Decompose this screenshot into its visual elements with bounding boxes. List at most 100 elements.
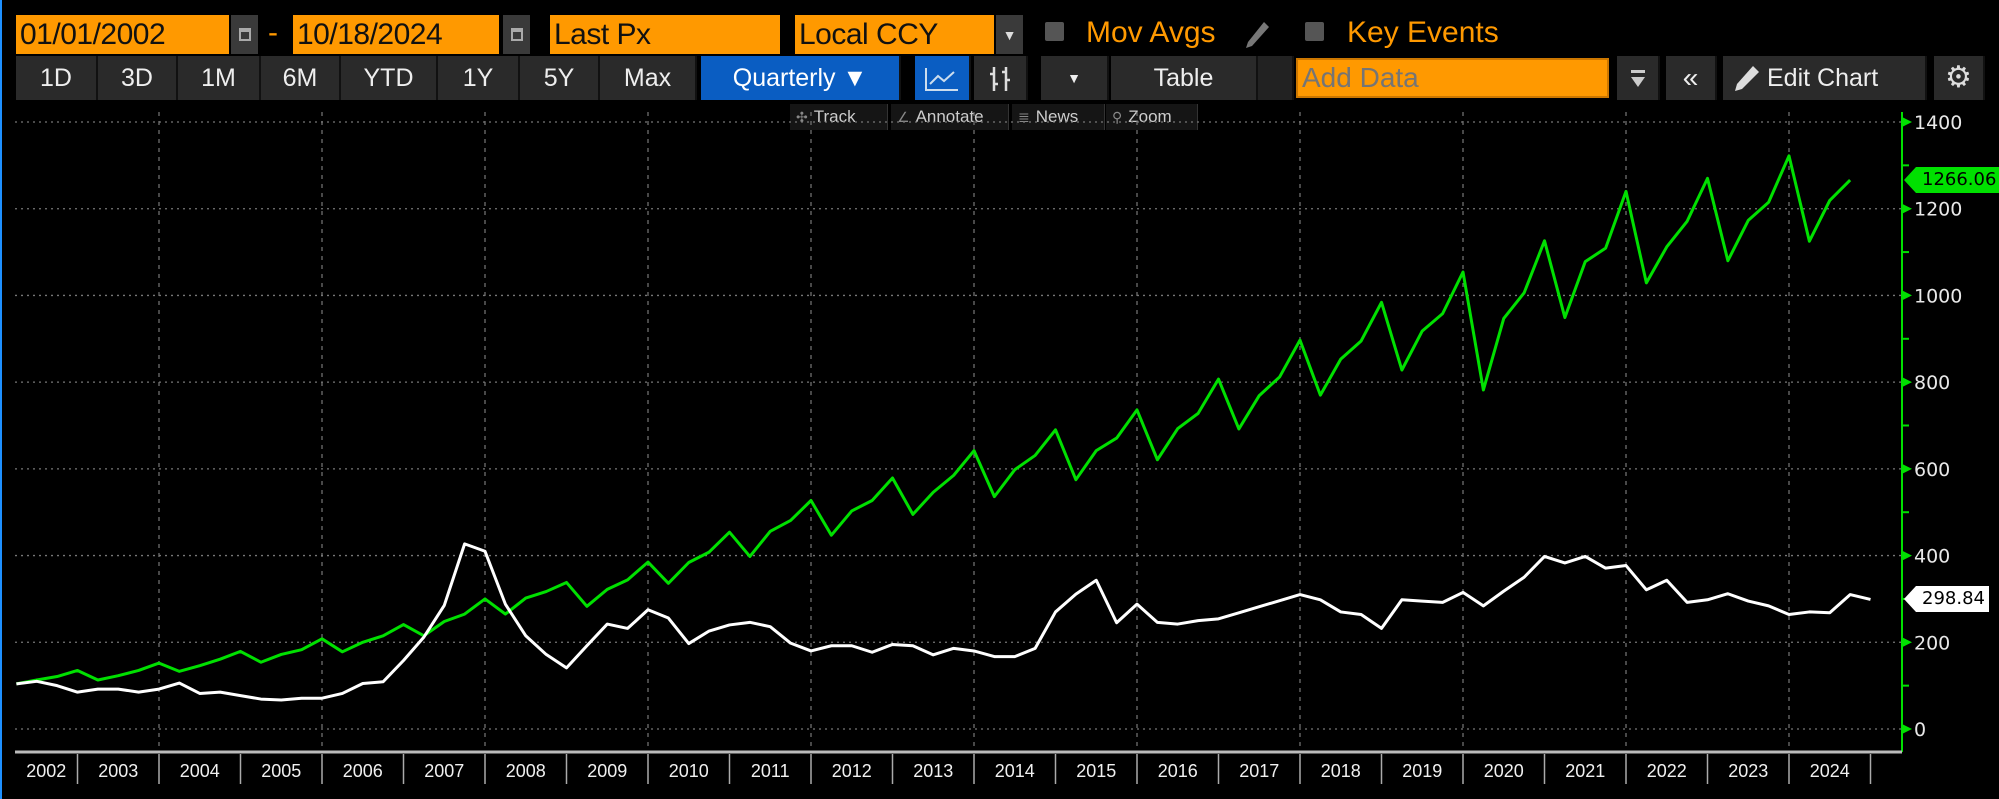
line-chart-icon[interactable] [915,56,971,100]
data-point [1849,593,1852,596]
range-3d-button[interactable]: 3D [98,56,178,100]
y-tick-label: 800 [1914,372,1950,394]
data-point [1686,220,1689,223]
data-point [1462,271,1465,274]
edit-chart-button[interactable]: Edit Chart [1723,56,1927,100]
data-point [1441,312,1444,315]
data-point [810,649,813,652]
y-tick-marker [1902,637,1912,648]
track-button[interactable]: ✣ Track [790,104,888,130]
data-point [1421,600,1424,603]
data-point [1502,317,1505,320]
data-point [1380,301,1383,304]
data-point [361,682,364,685]
edit-chart-label: Edit Chart [1767,64,1879,92]
x-tick-label: 2006 [343,761,383,781]
key-events-checkbox[interactable] [1305,22,1324,41]
data-point [606,588,609,591]
calendar-icon[interactable] [231,15,258,54]
data-point [952,474,955,477]
y-tick-marker [1902,463,1912,474]
add-data-input[interactable] [1296,58,1609,98]
x-tick-label: 2014 [995,761,1035,781]
table-button[interactable]: Table [1111,56,1258,100]
data-point [1584,555,1587,558]
y-tick-marker [1902,117,1912,127]
data-point [932,491,935,494]
range-1y-button[interactable]: 1Y [438,56,520,100]
data-point [769,530,772,533]
series-line-green [16,154,1852,686]
data-point [321,637,324,640]
data-point [1747,600,1750,603]
data-point [1380,627,1383,630]
mov-avgs-checkbox[interactable] [1045,22,1064,41]
x-tick-label: 2005 [261,761,301,781]
y-tick-label: 1200 [1914,199,1962,221]
date-separator: - [268,16,278,49]
data-point [56,675,59,678]
data-point [76,691,79,694]
range-5y-button[interactable]: 5Y [520,56,600,100]
calendar-icon[interactable] [503,15,530,54]
x-tick-label: 2024 [1810,761,1850,781]
data-point [1462,591,1465,594]
data-point [1543,555,1546,558]
y-tick-label: 200 [1914,632,1950,654]
field-selector[interactable]: Last Px [550,15,780,54]
data-point [850,509,853,512]
range-1d-button[interactable]: 1D [16,56,98,100]
data-point [1788,154,1791,157]
y-tick-marker [1902,203,1912,214]
data-point [1034,454,1037,457]
y-tick-label: 600 [1914,459,1950,481]
data-point [1074,478,1077,481]
x-tick-label: 2008 [506,761,546,781]
gear-icon[interactable]: ⚙ [1934,56,1985,100]
data-point [1013,655,1016,658]
chevron-down-icon[interactable]: ▼ [996,15,1023,54]
pencil-icon[interactable] [1242,18,1272,50]
annotate-button[interactable]: ∠ Annotate [891,104,1009,130]
data-point [524,597,527,600]
data-point [1645,281,1648,284]
range-ytd-button[interactable]: YTD [341,56,438,100]
start-date-field[interactable]: 01/01/2002 [16,15,229,54]
bar-chart-icon[interactable] [974,56,1028,100]
data-point [137,691,140,694]
range-6m-button[interactable]: 6M [261,56,341,100]
zoom-button[interactable]: ⚲ Zoom [1106,104,1198,130]
data-point [56,684,59,687]
data-point [1115,621,1118,624]
frequency-dropdown[interactable]: Quarterly ▼ [701,56,901,100]
data-point [708,551,711,554]
data-point [1095,579,1098,582]
data-point [1665,245,1668,248]
data-point [1808,240,1811,243]
data-point [35,679,38,682]
chart-type-dropdown[interactable]: ▼ [1041,56,1109,100]
data-point [1095,449,1098,452]
data-point [137,669,140,672]
data-point [1034,647,1037,650]
data-point [871,499,874,502]
data-point [117,674,120,677]
data-point [1013,468,1016,471]
zoom-label: Zoom [1128,107,1172,126]
data-point [1625,564,1628,567]
range-max-button[interactable]: Max [600,56,697,100]
x-tick-label: 2015 [1076,761,1116,781]
data-point [158,688,161,691]
x-tick-label: 2003 [98,761,138,781]
range-1m-button[interactable]: 1M [178,56,261,100]
news-icon: ≣ [1018,109,1030,125]
end-date-field[interactable]: 10/18/2024 [293,15,499,54]
filter-icon[interactable] [1617,56,1660,100]
data-point [585,605,588,608]
data-point [1726,592,1729,595]
news-button[interactable]: ≣ News [1012,104,1105,130]
pencil-icon [1735,66,1759,91]
currency-selector[interactable]: Local CCY [795,15,994,54]
data-point [76,669,79,672]
collapse-icon[interactable]: « [1666,56,1717,100]
